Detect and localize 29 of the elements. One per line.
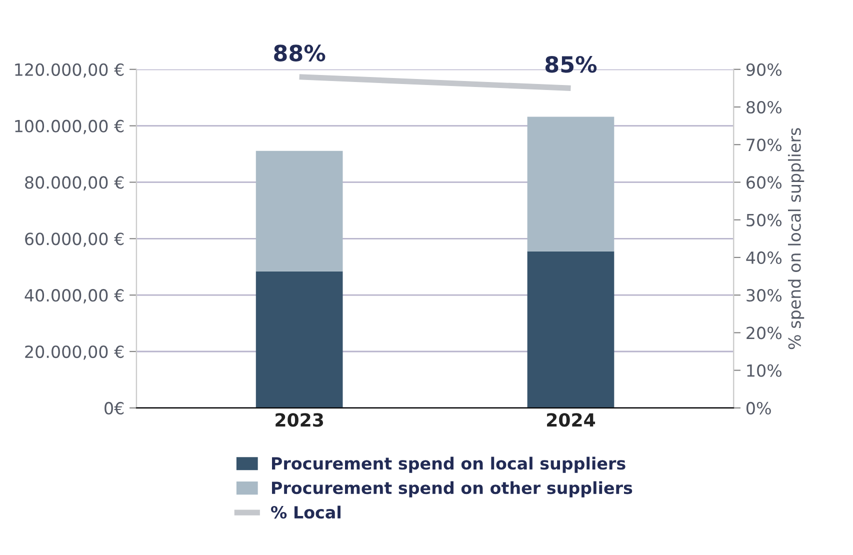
bar xyxy=(527,116,614,252)
bar xyxy=(256,271,343,408)
y2-tick-label: 40% xyxy=(746,251,782,264)
x-tick-label: 2023 xyxy=(276,413,324,427)
y2-tick-label: 10% xyxy=(747,364,782,377)
bar xyxy=(527,251,614,408)
y2-tick-label: 0% xyxy=(746,402,771,414)
y-tick-label: 20.000,00 € xyxy=(25,345,124,360)
y2-tick-label: 30% xyxy=(746,289,782,302)
y2-tick-label: 70% xyxy=(746,138,782,152)
y-tick-label: 0€ xyxy=(104,402,124,414)
y2-tick-label: 60% xyxy=(746,176,782,189)
data-label: 88% xyxy=(274,44,326,62)
x-tick-label: 2024 xyxy=(547,413,596,427)
y2-tick-label: 50% xyxy=(746,214,782,226)
y2-axis-title: % spend on local suppliers xyxy=(788,128,804,350)
y-tick-label: 60.000,00 € xyxy=(25,232,124,247)
legend-label: % Local xyxy=(271,506,340,519)
y-tick-label: 80.000,00 € xyxy=(25,176,124,190)
y-tick-label: 40.000,00 € xyxy=(24,289,124,304)
y2-tick-label: 90% xyxy=(746,63,782,76)
y2-tick-label: 20% xyxy=(746,326,782,340)
legend-label: Procurement spend on other suppliers xyxy=(272,481,632,498)
legend-label: Procurement spend on local suppliers xyxy=(272,456,626,473)
data-label: 85% xyxy=(545,56,597,73)
y2-tick-label: 80% xyxy=(746,100,782,114)
y-tick-label: 100.000,00 € xyxy=(15,120,124,134)
bar xyxy=(256,150,343,272)
y-tick-label: 120.000,00 € xyxy=(15,63,124,78)
